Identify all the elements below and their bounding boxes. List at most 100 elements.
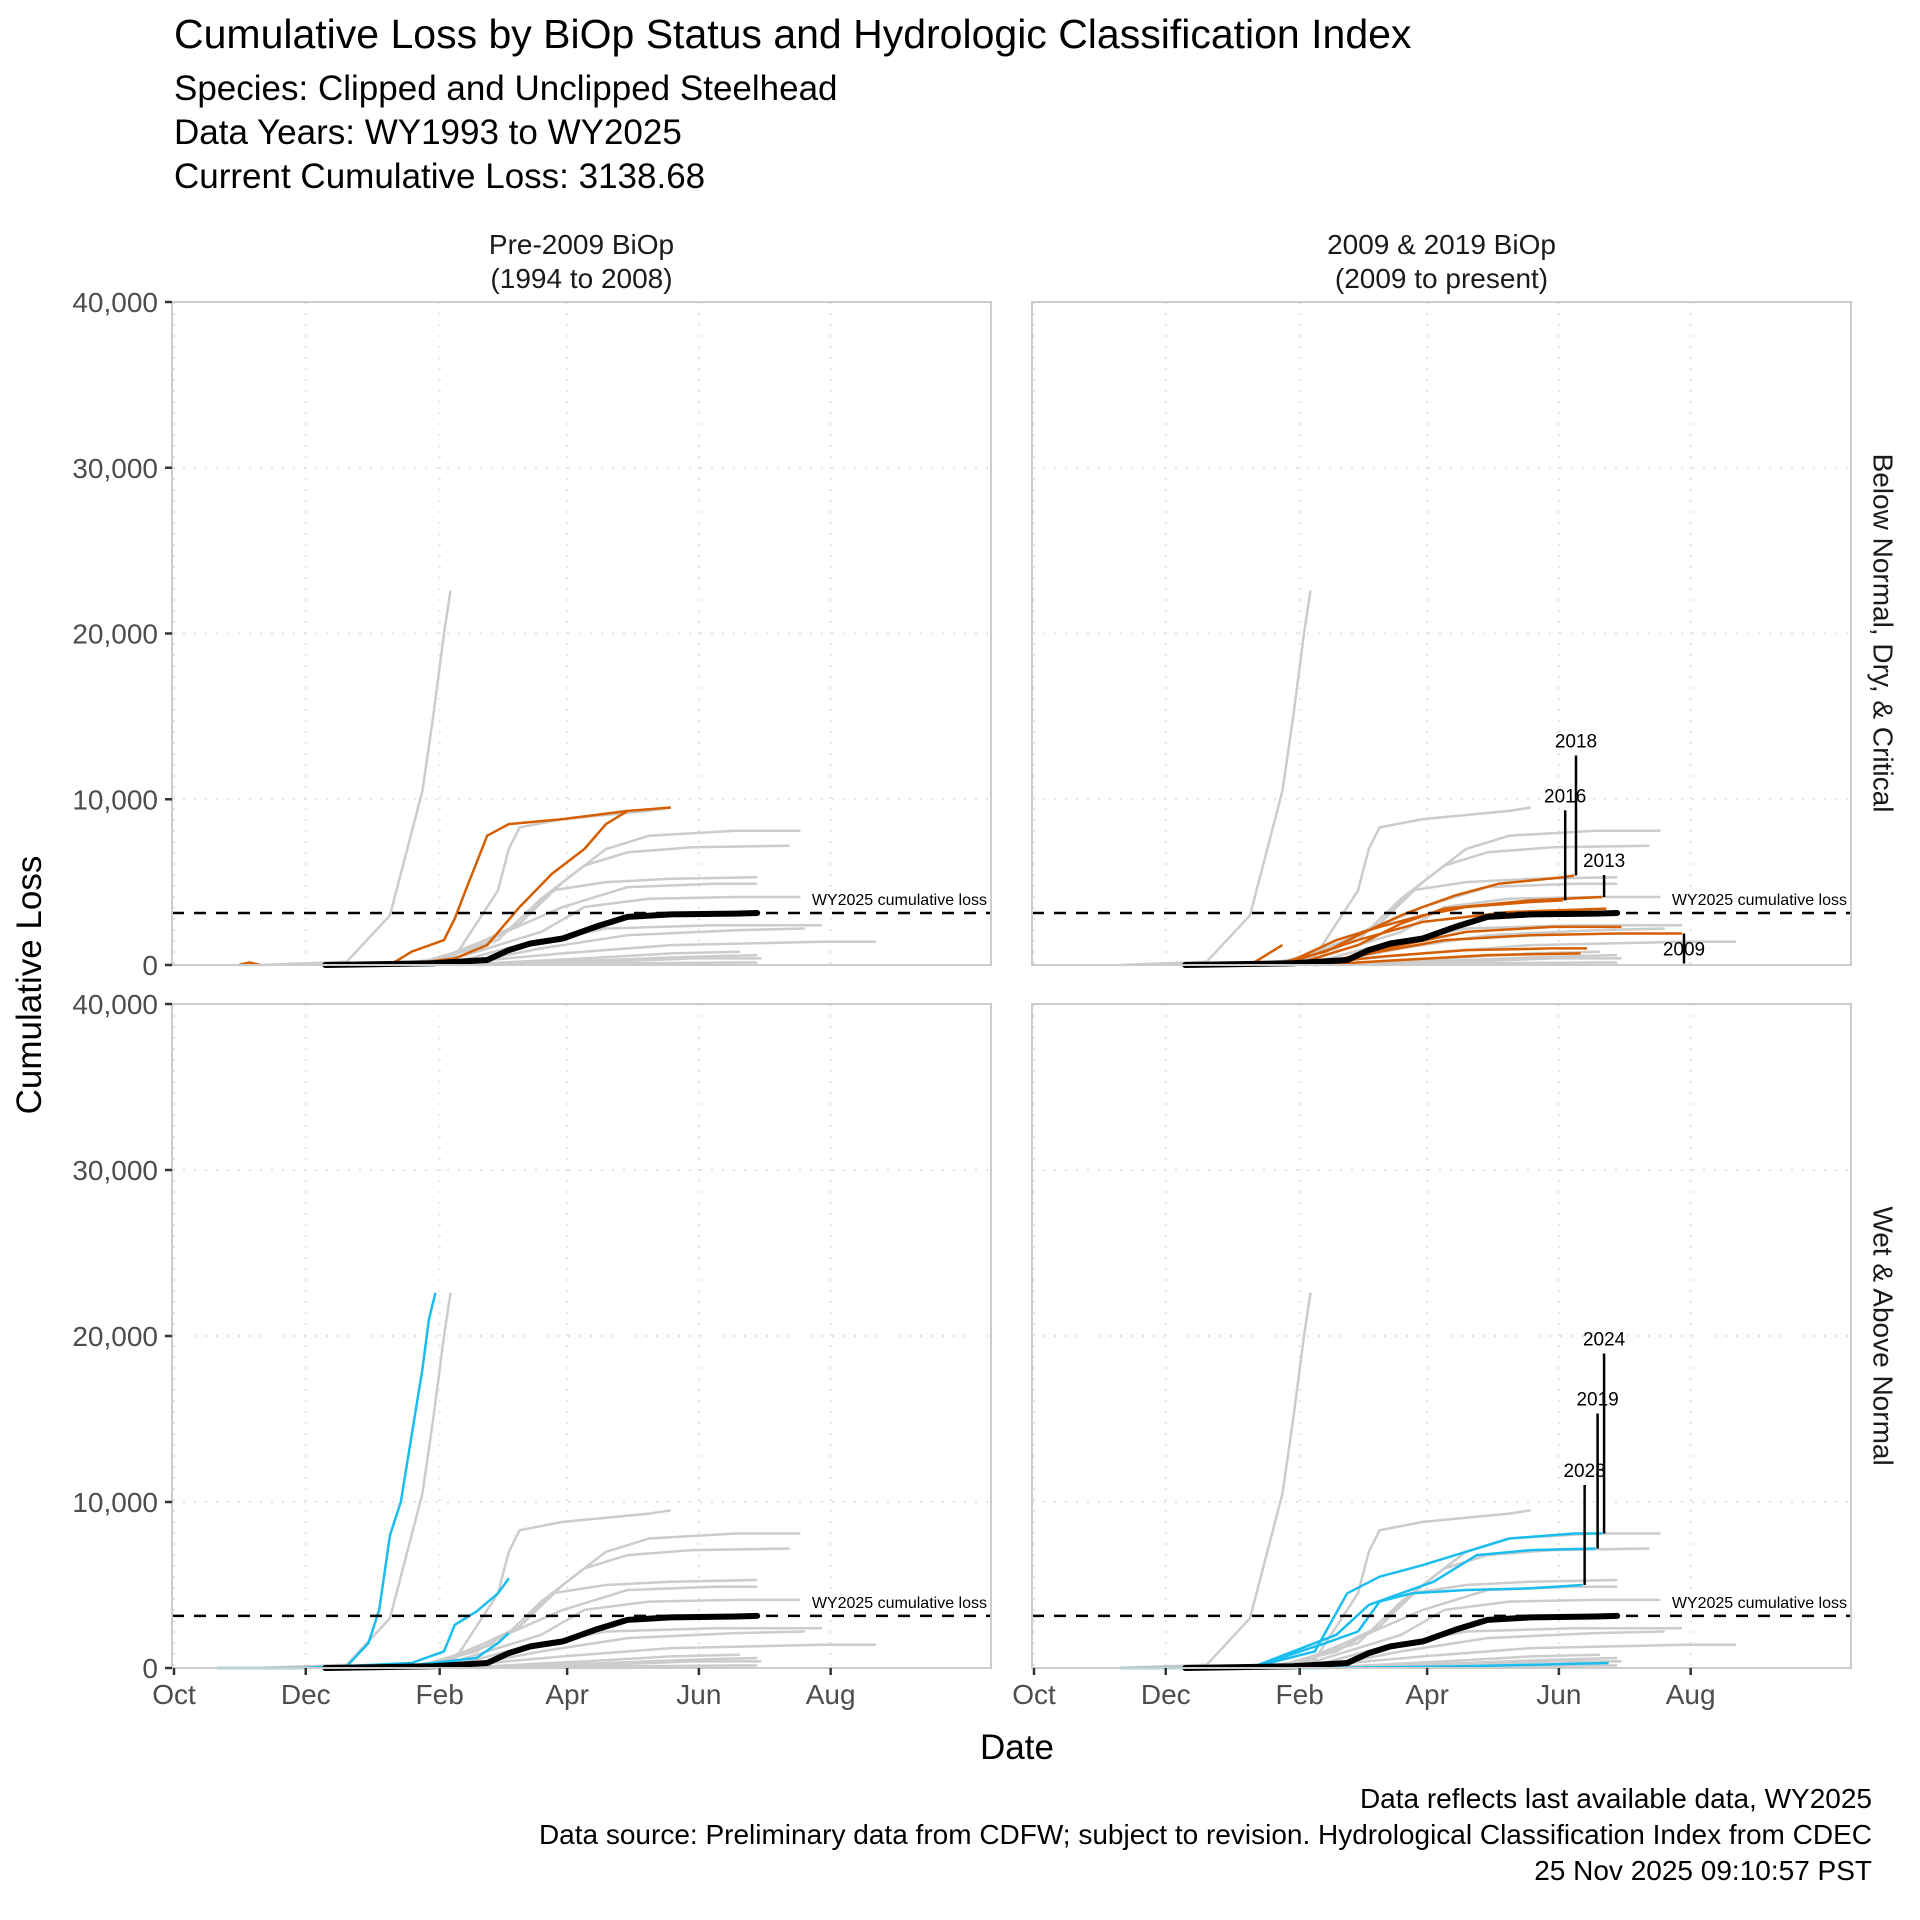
background-year-line xyxy=(1314,1630,1665,1670)
highlight-line-pre2009-wet-2 xyxy=(303,1577,510,1670)
background-year-line xyxy=(1292,1578,1618,1670)
background-year-line xyxy=(1336,1656,1618,1670)
background-year-line xyxy=(432,1578,758,1670)
current-year-line xyxy=(1182,1612,1621,1671)
background-year-line xyxy=(421,1585,758,1670)
highlight-line-pre2009-wet-3 xyxy=(389,1632,510,1670)
background-year-line xyxy=(260,590,452,967)
background-year-line xyxy=(454,927,805,967)
facet-strip-2009-2019-line2: (2009 to present) xyxy=(1334,263,1549,294)
highlight-line-2009 xyxy=(1314,932,1682,967)
x-tick-label-Aug: Aug xyxy=(806,1679,856,1710)
facet-panel-r1-c0: WY2025 cumulative loss xyxy=(171,1003,992,1671)
background-year-line xyxy=(1292,1598,1661,1670)
background-year-line xyxy=(476,1656,758,1670)
y-tick-label-20,000: 20,000 xyxy=(72,619,158,650)
x-tick-label-Apr: Apr xyxy=(545,1679,589,1710)
x-axis-title: Date xyxy=(980,1728,1054,1767)
y-tick-label-10,000: 10,000 xyxy=(72,784,158,815)
chart-title: Cumulative Loss by BiOp Status and Hydro… xyxy=(174,11,1412,57)
reference-line-label: WY2025 cumulative loss xyxy=(812,892,987,909)
x-tick-label-Oct: Oct xyxy=(1012,1679,1056,1710)
facet-strip-pre2009: Pre-2009 BiOp (1994 to 2008) xyxy=(172,228,991,296)
highlight-line-2013 xyxy=(1292,895,1603,967)
caption-timestamp: 25 Nov 2025 09:10:57 PST xyxy=(1534,1855,1872,1886)
y-tick-label-10,000: 10,000 xyxy=(72,1487,158,1518)
background-year-line xyxy=(389,806,671,967)
year-label-2024: 2024 xyxy=(1583,1330,1626,1351)
x-tick-label-Jun: Jun xyxy=(1536,1679,1581,1710)
year-label-2016: 2016 xyxy=(1544,786,1586,807)
year-label-2019: 2019 xyxy=(1576,1389,1618,1410)
highlight-line-2023 xyxy=(1249,1583,1583,1670)
highlight-line-2019 xyxy=(1249,1547,1596,1670)
background-year-line xyxy=(443,923,822,967)
y-tick-label-30,000: 30,000 xyxy=(72,453,158,484)
highlight-line-pre2009-dry-2 xyxy=(389,806,671,967)
background-year-line xyxy=(433,1643,876,1670)
y-tick-label-0: 0 xyxy=(142,1653,158,1684)
background-year-line xyxy=(432,1598,801,1670)
highlight-line-dry-h xyxy=(1314,952,1581,967)
background-year-line xyxy=(1303,923,1682,967)
x-tick-label-Feb: Feb xyxy=(416,1679,464,1710)
background-year-line xyxy=(1249,1509,1531,1670)
background-year-line xyxy=(1336,953,1618,967)
background-year-line xyxy=(476,953,758,967)
background-year-line xyxy=(454,1630,805,1670)
year-label-2023: 2023 xyxy=(1563,1461,1605,1482)
subtitle-species: Species: Clipped and Unclipped Steelhead xyxy=(174,69,838,108)
background-year-line xyxy=(389,1509,671,1670)
x-tick-label-Apr: Apr xyxy=(1405,1679,1449,1710)
facet-panel-r0-c0: WY2025 cumulative loss xyxy=(171,301,992,968)
background-year-line xyxy=(432,875,758,967)
y-tick-label-30,000: 30,000 xyxy=(72,1155,158,1186)
x-tick-label-Feb: Feb xyxy=(1276,1679,1324,1710)
reference-line-label: WY2025 cumulative loss xyxy=(1672,1595,1847,1612)
y-tick-label-20,000: 20,000 xyxy=(72,1321,158,1352)
background-year-line xyxy=(411,844,790,967)
background-year-line xyxy=(1281,882,1618,967)
background-year-line xyxy=(1120,590,1312,967)
x-tick-label-Jun: Jun xyxy=(676,1679,721,1710)
subtitle-data-years: Data Years: WY1993 to WY2025 xyxy=(174,113,682,152)
x-tick-label-Dec: Dec xyxy=(281,1679,331,1710)
current-year-line xyxy=(1182,910,1621,968)
background-year-line xyxy=(1120,1292,1312,1670)
current-year-line xyxy=(322,1612,761,1671)
x-tick-label-Aug: Aug xyxy=(1666,1679,1716,1710)
facet-panel-r0-c1: WY2025 cumulative loss 2018 2016 2013 2009 xyxy=(1031,301,1852,968)
background-year-line xyxy=(1303,1626,1682,1670)
background-year-line xyxy=(454,950,740,967)
highlight-line-pre2009-dry-3 xyxy=(400,809,629,967)
year-label-2018: 2018 xyxy=(1555,731,1597,752)
y-tick-label-0: 0 xyxy=(142,950,158,981)
background-year-line xyxy=(432,895,801,967)
year-label-2013: 2013 xyxy=(1583,851,1625,872)
panel-border xyxy=(1031,301,1852,966)
highlight-line-dry-i xyxy=(1249,944,1284,967)
facet-strip-pre2009-line1: Pre-2009 BiOp xyxy=(488,229,675,260)
current-year-line xyxy=(322,910,761,968)
background-year-line xyxy=(421,882,758,967)
facet-panel-r1-c1: WY2025 cumulative loss 2024 2019 2023 xyxy=(1031,1003,1852,1671)
reference-line-label: WY2025 cumulative loss xyxy=(1672,892,1847,909)
background-year-line xyxy=(454,1653,740,1670)
x-tick-label-Oct: Oct xyxy=(152,1679,196,1710)
background-year-line xyxy=(1281,1585,1618,1670)
highlight-line-2024 xyxy=(1249,1532,1603,1670)
facet-strip-pre2009-line2: (1994 to 2008) xyxy=(490,263,673,294)
x-tick-label-Dec: Dec xyxy=(1141,1679,1191,1710)
background-year-line xyxy=(1292,895,1661,967)
caption-data-reflects: Data reflects last available data, WY202… xyxy=(1359,1783,1872,1814)
year-label-2009: 2009 xyxy=(1663,940,1705,961)
subtitle-current-loss: Current Cumulative Loss: 3138.68 xyxy=(174,157,706,196)
y-tick-label-40,000: 40,000 xyxy=(72,989,158,1020)
background-year-line xyxy=(443,1626,822,1670)
panel-border xyxy=(1031,1003,1852,1669)
highlight-line-dry-e xyxy=(1282,907,1607,967)
caption-data-source: Data source: Preliminary data from CDFW;… xyxy=(538,1819,1872,1850)
background-year-line xyxy=(1293,1643,1736,1670)
facet-strip-2009-2019-line1: 2009 & 2019 BiOp xyxy=(1327,229,1556,260)
